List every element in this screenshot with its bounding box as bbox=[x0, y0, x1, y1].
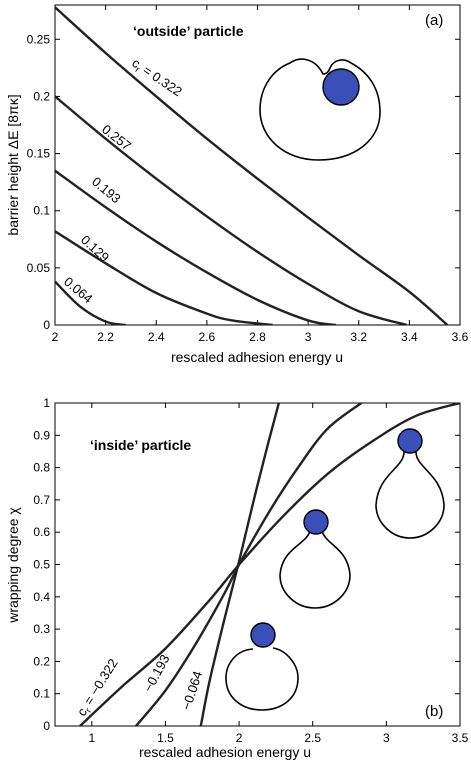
x-tick-label: 1 bbox=[88, 731, 95, 745]
panel-a-label-c0322: cr = 0.322 bbox=[128, 55, 185, 101]
y-tick-label: 0.2 bbox=[33, 89, 50, 103]
x-tick-label: 2.8 bbox=[249, 330, 266, 344]
series-line-a-0 bbox=[55, 6, 449, 325]
panel-b-annotation: ‘inside’ particle bbox=[90, 437, 191, 453]
y-tick-label: 0.1 bbox=[33, 204, 50, 218]
y-tick-label: 0.7 bbox=[33, 493, 50, 507]
y-tick-label: 0.05 bbox=[27, 261, 51, 275]
panel-a-xlabel: rescaled adhesion energy u bbox=[171, 349, 343, 365]
x-tick-label: 3.5 bbox=[452, 731, 469, 745]
panel-a-label: (a) bbox=[425, 12, 443, 29]
series-line-a-2 bbox=[55, 169, 337, 325]
y-tick-label: 0.15 bbox=[27, 147, 51, 161]
panel-a-annotation: ‘outside’ particle bbox=[133, 23, 244, 39]
y-tick-label: 0.5 bbox=[33, 558, 50, 572]
particle-icon bbox=[397, 428, 423, 454]
x-tick-label: 1.5 bbox=[157, 731, 174, 745]
y-tick-label: 0.25 bbox=[27, 32, 51, 46]
y-tick-label: 1 bbox=[43, 396, 50, 410]
panel-b-label: (b) bbox=[425, 703, 443, 720]
y-tick-label: 0.6 bbox=[33, 525, 50, 539]
vesicle-inside-full-wrap bbox=[375, 428, 445, 539]
y-tick-label: 0.1 bbox=[33, 687, 50, 701]
x-tick-label: 2.2 bbox=[97, 330, 114, 344]
panel-b-ticks: 1 1.5 2 2.5 3 3.5 0 0.1 0.2 0.3 0.4 0.5 0.6 0.7 0.8 0.9… bbox=[33, 396, 468, 745]
x-tick-label: 3.6 bbox=[452, 330, 469, 344]
series-line-b-0 bbox=[79, 403, 460, 726]
panel-a-curves bbox=[55, 6, 449, 325]
vesicle-inside-half-wrap bbox=[279, 509, 351, 609]
panel-b-xlabel: rescaled adhesion energy u bbox=[139, 744, 311, 760]
panel-a-ticks: 2 2.2 2.4 2.6 2.8 3 3.2 3.4 3.6 0 0.05 0.1 0.15 0.2 0.… bbox=[27, 5, 469, 344]
panel-a: 2 2.2 2.4 2.6 2.8 3 3.2 3.4 3.6 0 0.05 0.1 0.15 0.2 0.… bbox=[5, 4, 469, 365]
series-line-a-4 bbox=[55, 280, 127, 325]
x-tick-label: 3 bbox=[305, 330, 312, 344]
particle-icon bbox=[250, 622, 276, 648]
panel-b: 1 1.5 2 2.5 3 3.5 0 0.1 0.2 0.3 0.4 0.5 0.6 0.7 0.8 0.9… bbox=[5, 396, 469, 760]
x-tick-label: 2.4 bbox=[148, 330, 165, 344]
x-tick-label: 2.5 bbox=[304, 731, 321, 745]
y-tick-label: 0.2 bbox=[33, 654, 50, 668]
x-tick-label: 3.2 bbox=[350, 330, 367, 344]
particle-icon bbox=[322, 68, 360, 106]
y-tick-label: 0.4 bbox=[33, 590, 50, 604]
x-tick-label: 2 bbox=[236, 731, 243, 745]
panel-a-frame bbox=[54, 4, 461, 326]
panel-a-label-0193: 0.193 bbox=[89, 174, 124, 206]
panel-a-ylabel: barrier height ΔE [8πκ] bbox=[5, 94, 21, 235]
y-tick-label: 0 bbox=[43, 719, 50, 733]
panel-a-label-0064: 0.064 bbox=[61, 274, 96, 306]
series-line-a-1 bbox=[55, 95, 408, 325]
panel-b-label-neg0064: −0.064 bbox=[179, 669, 206, 712]
particle-icon bbox=[303, 509, 329, 535]
y-tick-label: 0.9 bbox=[33, 428, 50, 442]
x-tick-label: 3.4 bbox=[401, 330, 418, 344]
x-tick-label: 2.6 bbox=[199, 330, 216, 344]
series-line-b-2 bbox=[199, 403, 281, 726]
y-tick-label: 0.8 bbox=[33, 461, 50, 475]
y-tick-label: 0.3 bbox=[33, 622, 50, 636]
series-line-a-3 bbox=[55, 230, 273, 325]
vesicle-inside-small-wrap bbox=[225, 622, 299, 711]
x-tick-label: 2 bbox=[52, 330, 59, 344]
panel-b-ylabel: wrapping degree χ bbox=[5, 507, 21, 624]
panel-b-curves bbox=[79, 403, 460, 726]
y-tick-label: 0 bbox=[43, 318, 50, 332]
x-tick-label: 3 bbox=[383, 731, 390, 745]
vesicle-outside-illustration bbox=[259, 58, 381, 161]
